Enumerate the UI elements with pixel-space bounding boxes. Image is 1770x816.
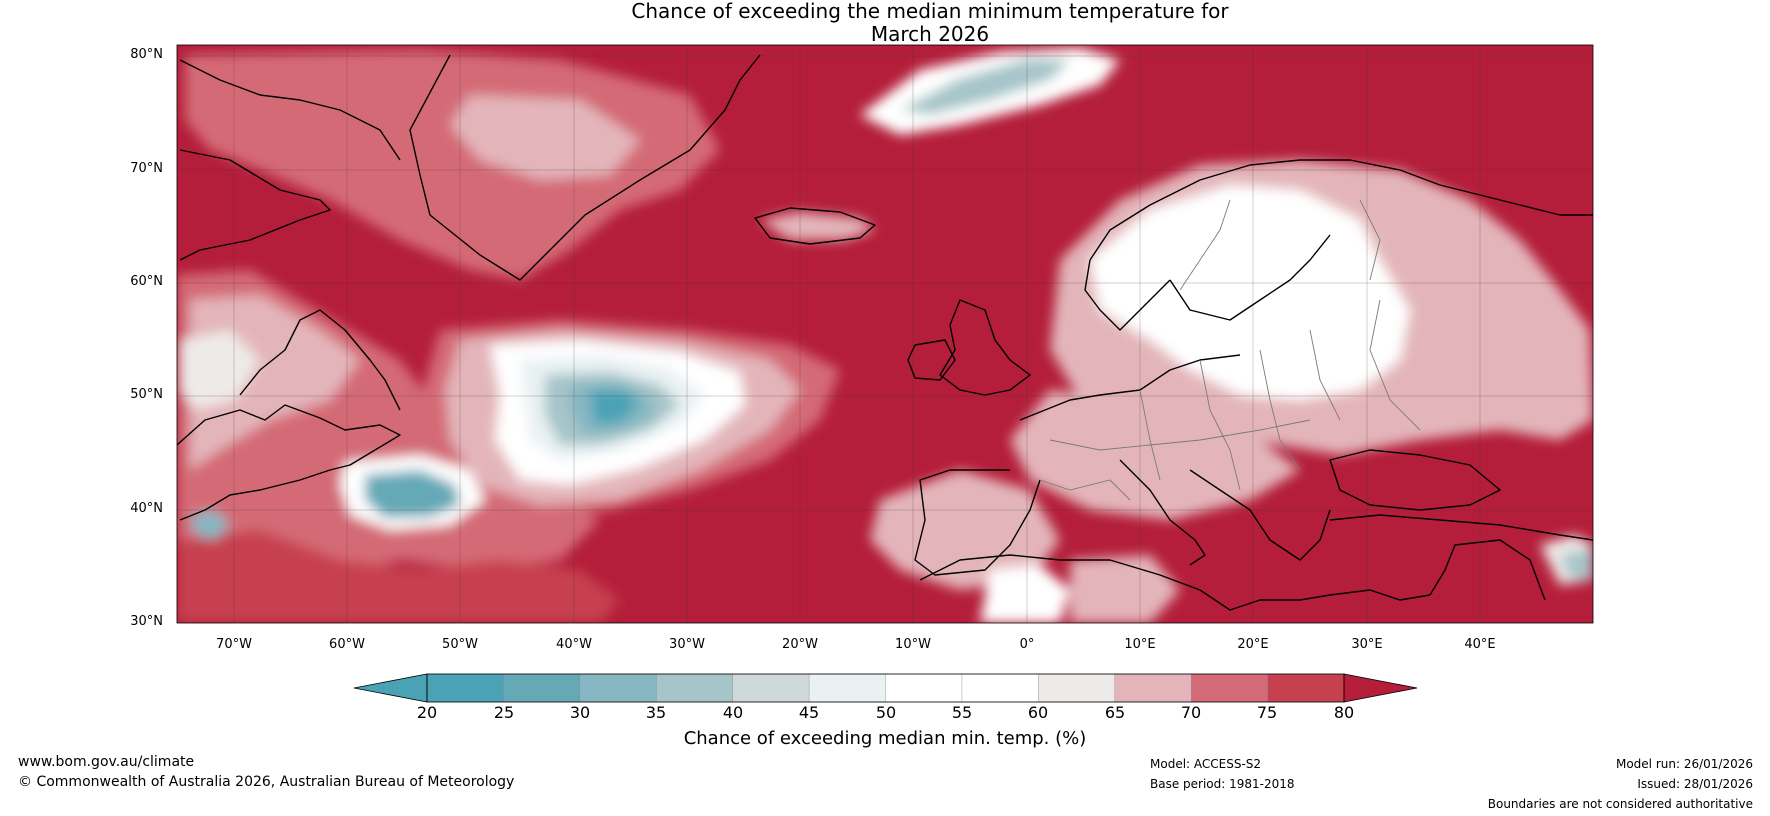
footer-model-run: Model run: 26/01/2026: [1615, 757, 1753, 771]
lat-label-80: 80°N: [130, 47, 163, 62]
title-line-1: Chance of exceeding the median minimum t…: [631, 0, 1229, 23]
colorbar-segment-65: [1114, 673, 1192, 703]
coast-turkey: [1329, 514, 1593, 541]
colorbar-tick-50: 50: [875, 703, 897, 722]
lat-label-30: 30°N: [130, 614, 163, 629]
lon-label-20e: 20°E: [1237, 637, 1269, 652]
coast-iberia: [914, 469, 1041, 576]
colorbar-segment-55: [961, 673, 1040, 703]
coast-scandinavia: [1089, 159, 1593, 261]
footer-model: Model: ACCESS-S2: [1150, 757, 1262, 771]
title-line-2: March 2026: [870, 22, 990, 46]
coast-italy: [1119, 459, 1206, 566]
colorbar-tick-25: 25: [493, 703, 515, 722]
colorbar-segment-25: [503, 673, 581, 703]
colorbar-frame: [426, 673, 1345, 703]
coast-balkans: [1189, 469, 1331, 561]
colorbar-tick-65: 65: [1104, 703, 1126, 722]
colorbar-segment-30: [579, 673, 657, 703]
colorbar-min-arrow: [353, 673, 428, 703]
lon-label-30w: 30°W: [669, 637, 705, 652]
region-europe-pale: [1010, 390, 1300, 520]
colorbar-tick-80: 80: [1333, 703, 1355, 722]
coast-baffin: [179, 149, 331, 261]
lat-label-60: 60°N: [130, 274, 163, 289]
region-east-blue: [1560, 548, 1593, 580]
region-canada-blue: [190, 510, 230, 540]
region-north-africa-pale: [1070, 555, 1180, 623]
region-newfoundland-blue: [365, 470, 460, 518]
colorbar-segment-60: [1038, 673, 1116, 703]
coast-labrador: [239, 309, 401, 411]
graticule: [177, 45, 1593, 623]
colorbar-segment-40: [732, 673, 810, 703]
lon-label-30e: 30°E: [1351, 637, 1383, 652]
coast-ireland: [907, 339, 956, 381]
lon-label-70w: 70°W: [216, 637, 252, 652]
coast-greenland: [409, 54, 761, 281]
region-iberia-pale: [870, 470, 1060, 590]
coast-british-isles: [939, 299, 1031, 396]
colorbar-tick-20: 20: [416, 703, 438, 722]
colorbar-segment-45: [808, 673, 887, 703]
coastlines: [177, 54, 1593, 611]
lon-label-0: 0°: [1019, 637, 1035, 652]
region-north-africa-white: [980, 565, 1070, 623]
coast-east-med: [1429, 539, 1546, 601]
region-scandinavia-white: [1090, 185, 1410, 400]
colorbar-tick-30: 30: [569, 703, 591, 722]
coast-arctic-canada: [179, 59, 401, 161]
colorbar-segment-35: [656, 673, 734, 703]
footer-disclaimer: Boundaries are not considered authoritat…: [1487, 797, 1753, 811]
map-frame: [176, 44, 1594, 624]
colorbar-label: Chance of exceeding median min. temp. (%…: [683, 728, 1087, 749]
colorbar-tick-75: 75: [1256, 703, 1278, 722]
coast-iceland: [754, 207, 876, 245]
colorbar-max-arrow: [1343, 673, 1418, 703]
footer-issued: Issued: 28/01/2026: [1637, 777, 1753, 791]
colorbar-tick-70: 70: [1180, 703, 1202, 722]
lon-label-50w: 50°W: [442, 637, 478, 652]
colorbar-segments: [426, 673, 1345, 703]
region-arctic-blue: [900, 58, 1070, 115]
lat-label-70: 70°N: [130, 161, 163, 176]
colorbar-segment-70: [1190, 673, 1269, 703]
lon-label-60w: 60°W: [329, 637, 365, 652]
region-atlantic-south: [177, 530, 620, 623]
colorbar-tick-55: 55: [951, 703, 973, 722]
footer-base-period: Base period: 1981-2018: [1150, 777, 1295, 791]
colorbar-segment-75: [1267, 673, 1345, 703]
lon-label-40w: 40°W: [556, 637, 592, 652]
lon-label-10e: 10°E: [1124, 637, 1156, 652]
footer-copyright: © Commonwealth of Australia 2026, Austra…: [18, 774, 515, 790]
coast-north-africa: [919, 554, 1431, 611]
chart-title: Chance of exceeding the median minimum t…: [0, 0, 1770, 46]
country-borders: [1039, 199, 1421, 501]
region-iceland-pale: [760, 212, 875, 240]
colorbar-tick-40: 40: [722, 703, 744, 722]
probability-field: [177, 48, 1593, 623]
footer-website: www.bom.gov.au/climate: [18, 754, 195, 770]
colorbar-tick-35: 35: [645, 703, 667, 722]
colorbar-segment-20: [426, 673, 505, 703]
lat-label-50: 50°N: [130, 387, 163, 402]
region-atlantic-blue-3: [590, 390, 640, 425]
coast-black-sea: [1329, 449, 1501, 511]
lon-label-10w: 10°W: [895, 637, 931, 652]
region-greenland-pale: [450, 95, 640, 180]
coast-baltic: [1169, 234, 1331, 321]
region-canada-white: [180, 330, 260, 410]
colorbar-tick-60: 60: [1027, 703, 1049, 722]
lon-label-40e: 40°E: [1464, 637, 1496, 652]
coast-norway-south: [1084, 259, 1171, 331]
colorbar-segment-50: [885, 673, 963, 703]
coast-canada: [177, 404, 401, 521]
lat-label-40: 40°N: [130, 501, 163, 516]
coast-europe-west: [1019, 354, 1241, 421]
colorbar-tick-45: 45: [798, 703, 820, 722]
lon-label-20w: 20°W: [782, 637, 818, 652]
